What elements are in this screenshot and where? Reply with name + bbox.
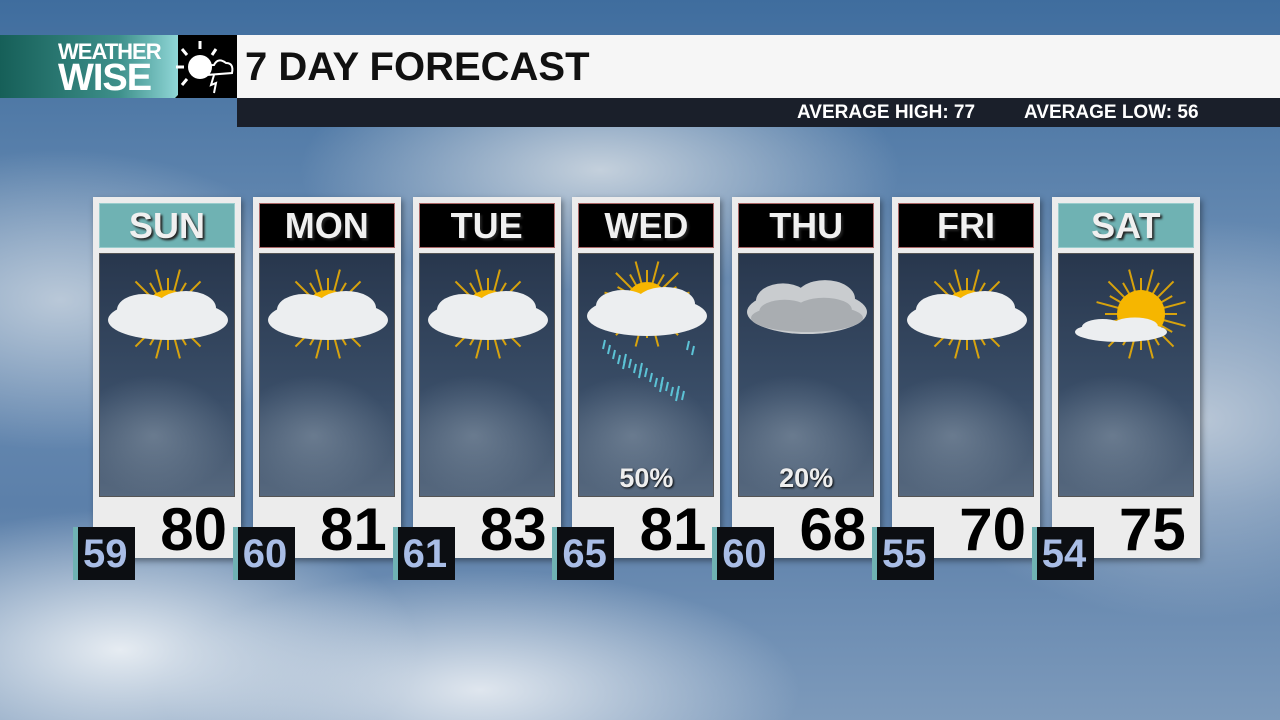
weather-icon-panel <box>258 253 395 497</box>
mostly-sunny-icon <box>1074 269 1186 359</box>
day-card-tue: TUE 83 <box>412 197 561 563</box>
weather-icon-panel: 50% <box>578 253 715 497</box>
day-label: SUN <box>99 203 235 248</box>
cloudy-icon <box>747 280 868 334</box>
high-temp: 68 <box>799 496 867 563</box>
page-title: 7 DAY FORECAST <box>245 45 590 89</box>
rain-sun-icon <box>587 261 708 402</box>
weather-icon-panel <box>898 253 1034 497</box>
partly-cloudy-icon <box>267 269 388 359</box>
high-temp: 81 <box>320 496 387 563</box>
high-temp: 83 <box>479 496 547 563</box>
averages-bar: AVERAGE HIGH: 77 AVERAGE LOW: 56 <box>237 98 1280 127</box>
weather-icon-panel <box>99 253 235 497</box>
day-label: SAT <box>1057 203 1194 248</box>
high-temp: 70 <box>959 496 1026 563</box>
title-bar: 7 DAY FORECAST <box>237 35 1280 98</box>
partly-cloudy-icon <box>427 269 548 359</box>
precip-chance: 20% <box>779 463 834 493</box>
day-card-sun: SUN 80 <box>93 197 241 563</box>
sun-storm-icon <box>176 41 234 94</box>
day-card-wed: WED 50% 81 <box>572 197 721 563</box>
high-temp: 81 <box>639 496 707 563</box>
average-low: AVERAGE LOW: 56 <box>1024 102 1199 123</box>
partly-cloudy-icon <box>108 269 228 359</box>
logo-line2: WISE <box>58 57 152 99</box>
day-card-fri: FRI 70 <box>892 197 1040 563</box>
day-label: MON <box>258 203 395 248</box>
logo-line1: WEATHER <box>58 39 162 64</box>
low-temp: 65 <box>552 527 615 580</box>
low-temp: 60 <box>232 527 295 580</box>
high-temp: 80 <box>160 496 227 563</box>
low-temp: 60 <box>712 527 775 580</box>
low-temp: 59 <box>73 527 135 580</box>
day-label: WED <box>578 203 715 248</box>
day-card-thu: THU 20% 68 <box>732 197 881 563</box>
average-high: AVERAGE HIGH: 77 <box>797 102 976 123</box>
low-temp: 55 <box>872 527 934 580</box>
partly-cloudy-icon <box>907 269 1027 359</box>
low-temp: 54 <box>1031 527 1094 580</box>
low-temp: 61 <box>392 527 455 580</box>
weather-icon-panel <box>1057 253 1194 497</box>
precip-chance: 50% <box>619 463 674 493</box>
weather-wise-logo: WEATHER WISE <box>0 35 237 99</box>
high-temp: 75 <box>1119 496 1186 563</box>
day-label: THU <box>738 203 875 248</box>
day-label: FRI <box>898 203 1034 248</box>
weather-icon-panel <box>418 253 555 497</box>
weather-icon-panel: 20% <box>738 253 875 497</box>
day-label: TUE <box>418 203 555 248</box>
day-card-mon: MON 81 <box>252 197 401 563</box>
day-card-sat: SAT 75 <box>1051 197 1200 563</box>
